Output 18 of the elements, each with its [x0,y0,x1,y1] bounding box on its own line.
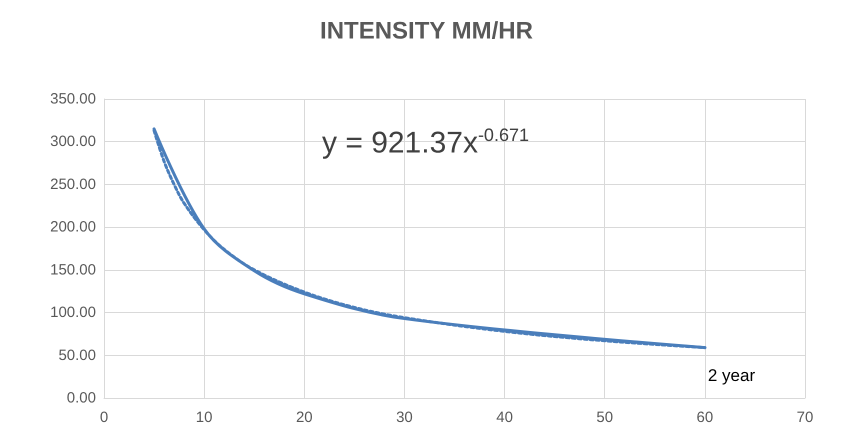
x-tick-label: 60 [696,409,714,426]
y-tick-label: 100.00 [50,304,96,322]
x-tick-label: 70 [796,409,814,426]
y-tick-label: 300.00 [50,133,96,150]
x-tick-label: 30 [396,409,413,426]
y-tick-label: 150.00 [50,261,96,278]
y-tick-label: 0.00 [66,390,96,406]
y-tick-label: 250.00 [50,176,96,193]
chart-title: INTENSITY MM/HR [320,18,533,44]
x-tick-label: 50 [596,409,614,426]
y-tick-label: 50.00 [58,346,96,364]
x-tick-label: 10 [196,409,212,426]
x-tick-label: 40 [496,409,513,426]
x-tick-label: 0 [100,409,108,426]
y-tick-label: 350.00 [50,90,96,108]
series-label: 2 year [708,366,756,386]
x-tick-label: 20 [296,409,313,426]
y-tick-label: 200.00 [50,218,96,236]
